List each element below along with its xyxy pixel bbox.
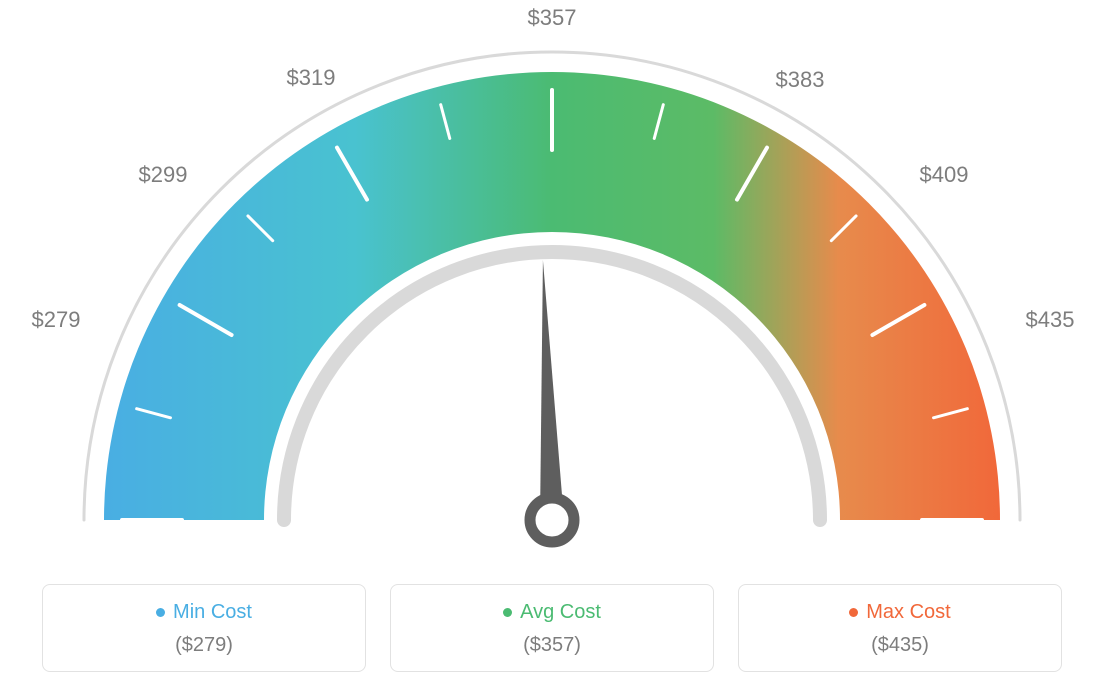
legend: Min Cost ($279) Avg Cost ($357) Max Cost… bbox=[42, 584, 1062, 672]
gauge-tick-label: $357 bbox=[528, 5, 577, 31]
gauge-tick-label: $319 bbox=[287, 65, 336, 91]
gauge-chart: $279 $299 $319 $357 $383 $409 $435 bbox=[0, 0, 1104, 560]
legend-value-avg: ($357) bbox=[391, 634, 713, 657]
gauge-tick-label: $383 bbox=[776, 67, 825, 93]
dot-icon bbox=[503, 608, 512, 617]
gauge-tick-label: $409 bbox=[920, 162, 969, 188]
gauge-tick-label: $435 bbox=[1026, 307, 1075, 333]
legend-value-min: ($279) bbox=[43, 634, 365, 657]
legend-card-min: Min Cost ($279) bbox=[42, 584, 366, 672]
dot-icon bbox=[849, 608, 858, 617]
legend-card-max: Max Cost ($435) bbox=[738, 584, 1062, 672]
legend-label: Avg Cost bbox=[520, 601, 601, 624]
legend-value-max: ($435) bbox=[739, 634, 1061, 657]
legend-label: Min Cost bbox=[173, 601, 252, 624]
gauge-tick-label: $279 bbox=[32, 307, 81, 333]
legend-title-avg: Avg Cost bbox=[503, 601, 601, 624]
legend-title-max: Max Cost bbox=[849, 601, 950, 624]
legend-label: Max Cost bbox=[866, 601, 950, 624]
legend-title-min: Min Cost bbox=[156, 601, 252, 624]
legend-card-avg: Avg Cost ($357) bbox=[390, 584, 714, 672]
gauge-svg bbox=[52, 10, 1052, 570]
dot-icon bbox=[156, 608, 165, 617]
gauge-tick-label: $299 bbox=[139, 162, 188, 188]
